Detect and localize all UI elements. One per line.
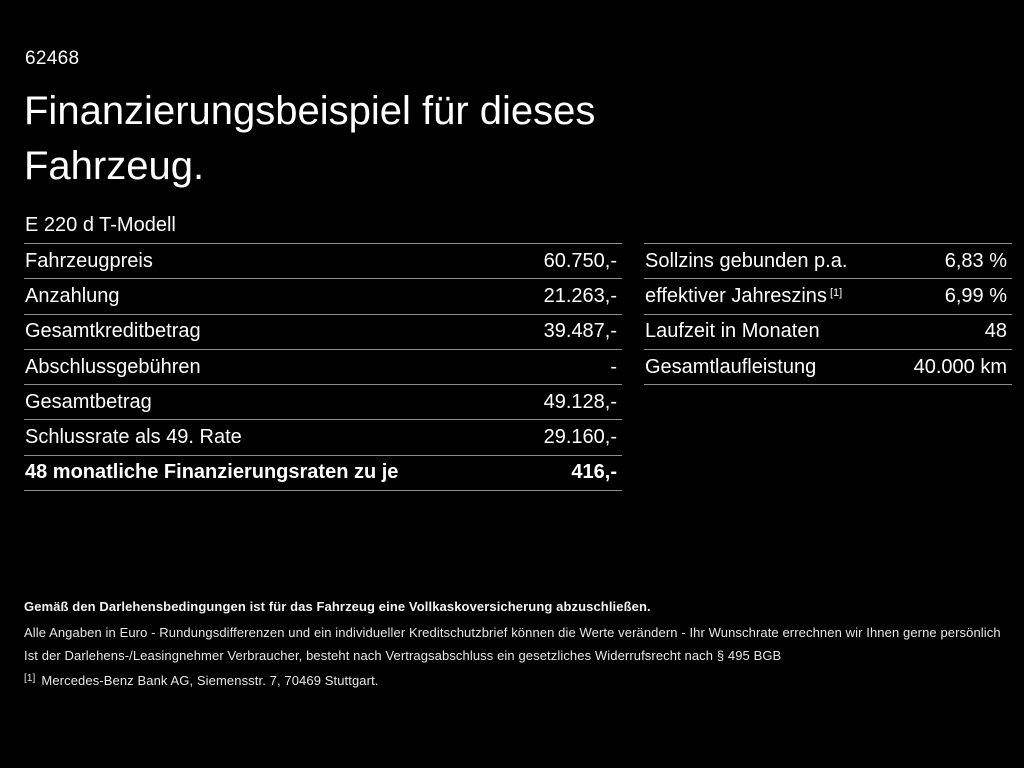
- row-label: Laufzeit in Monaten: [645, 320, 820, 343]
- row-label-text: effektiver Jahreszins: [645, 284, 827, 307]
- table-row-laufzeit: Laufzeit in Monaten 48: [644, 315, 1012, 350]
- row-value: 416,-: [571, 461, 617, 484]
- row-value: 49.128,-: [543, 390, 617, 413]
- row-label: Sollzins gebunden p.a.: [645, 249, 848, 272]
- row-label: Gesamtkreditbetrag: [25, 320, 201, 343]
- row-value: 39.487,-: [543, 320, 617, 343]
- page-title-line1: Finanzierungsbeispiel für dieses: [24, 89, 596, 133]
- row-label: Gesamtlaufleistung: [645, 355, 817, 378]
- row-label: Fahrzeugpreis: [25, 249, 153, 272]
- row-value: -: [610, 355, 617, 378]
- row-label: Anzahlung: [25, 284, 120, 307]
- fine-print: Gemäß den Darlehensbedingungen ist für d…: [24, 599, 1004, 689]
- row-value: 21.263,-: [543, 284, 617, 307]
- model-name: E 220 d T-Modell: [25, 214, 176, 236]
- row-label: Schlussrate als 49. Rate: [25, 426, 242, 449]
- row-label: effektiver Jahreszins [1]: [644, 285, 842, 308]
- table-row-fahrzeugpreis: Fahrzeugpreis 60.750,-: [24, 244, 622, 280]
- row-value: 60.750,-: [543, 249, 617, 272]
- table-row-anzahlung: Anzahlung 21.263,-: [24, 279, 622, 315]
- footnote-text: Mercedes-Benz Bank AG, Siemensstr. 7, 70…: [41, 673, 379, 688]
- table-row-gesamtkreditbetrag: Gesamtkreditbetrag 39.487,-: [24, 315, 622, 350]
- table-row-schlussrate: Schlussrate als 49. Rate 29.160,-: [24, 420, 622, 456]
- fine-print-disclaimer: Alle Angaben in Euro - Rundungsdifferenz…: [24, 625, 1001, 640]
- row-label: Abschlussgebühren: [25, 355, 201, 378]
- fine-print-insurance-note: Gemäß den Darlehensbedingungen ist für d…: [24, 599, 651, 614]
- financing-table: Fahrzeugpreis 60.750,- Anzahlung 21.263,…: [24, 243, 622, 492]
- footnote-marker: [1]: [829, 286, 843, 299]
- row-value: 48: [984, 320, 1007, 343]
- table-row-gesamtbetrag: Gesamtbetrag 49.128,-: [24, 385, 622, 421]
- row-value: 6,83 %: [944, 249, 1007, 272]
- page-title-line2: Fahrzeug.: [24, 144, 205, 188]
- row-label: Gesamtbetrag: [25, 390, 152, 413]
- row-label: 48 monatliche Finanzierungsraten zu je: [25, 461, 399, 484]
- page-title: Finanzierungsbeispiel für dieses Fahrzeug…: [24, 84, 595, 194]
- table-row-gesamtlaufleistung: Gesamtlaufleistung 40.000 km: [644, 350, 1012, 386]
- footnote-marker: [1]: [24, 673, 36, 684]
- row-value: 6,99 %: [944, 284, 1007, 307]
- fine-print-footnote: [1] Mercedes-Benz Bank AG, Siemensstr. 7,…: [24, 671, 1004, 689]
- table-row-abschlussgebuehren: Abschlussgebühren -: [24, 350, 622, 386]
- row-value: 40.000 km: [913, 355, 1007, 378]
- table-row-monatsrate: 48 monatliche Finanzierungsraten zu je 4…: [24, 456, 622, 492]
- table-row-sollzins: Sollzins gebunden p.a. 6,83 %: [644, 244, 1012, 280]
- table-row-effektiver-jahreszins: effektiver Jahreszins [1] 6,99 %: [644, 279, 1012, 315]
- doc-number: 62468: [25, 48, 80, 69]
- conditions-table: Sollzins gebunden p.a. 6,83 % effektiver…: [644, 243, 1012, 386]
- row-value: 29.160,-: [543, 426, 617, 449]
- fine-print-withdrawal-note: Ist der Darlehens-/Leasingnehmer Verbrau…: [24, 648, 782, 663]
